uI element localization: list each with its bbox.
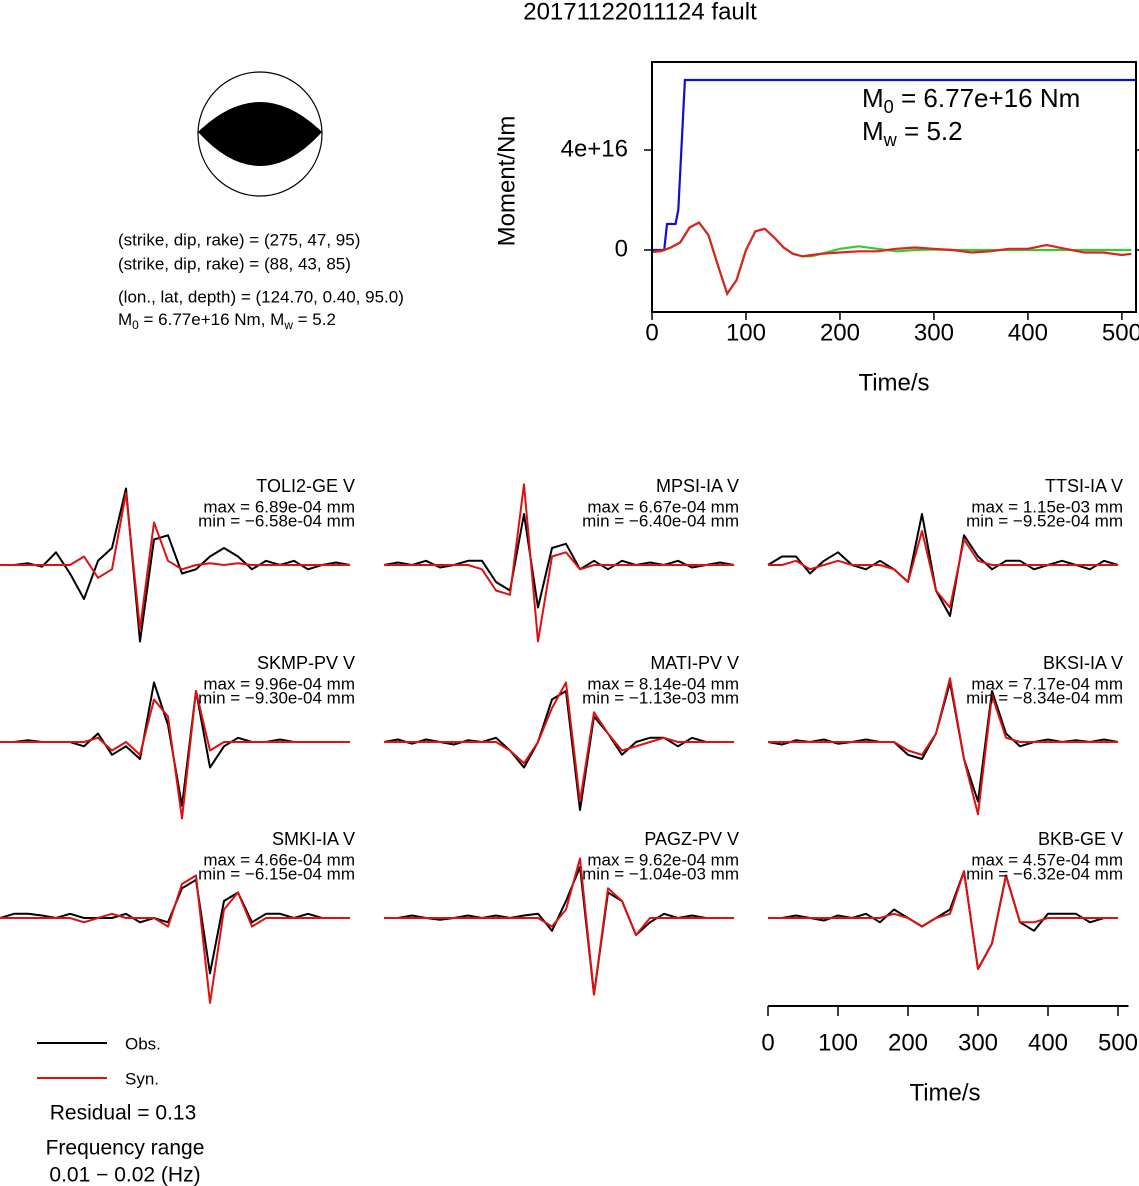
legend-label: Obs. bbox=[125, 1034, 161, 1053]
subscript: 0 bbox=[132, 318, 139, 332]
x-tick-label: 0 bbox=[645, 319, 658, 346]
waveform-obs bbox=[384, 866, 734, 996]
station-label: PAGZ-PV V bbox=[644, 829, 739, 849]
text-part: = 6.77e+16 Nm, M bbox=[139, 310, 285, 329]
min-label: min = −1.04e-03 mm bbox=[582, 864, 739, 883]
station-label: SMKI-IA V bbox=[272, 829, 355, 849]
text-part: M bbox=[862, 83, 884, 113]
min-label: min = −6.32e-04 mm bbox=[966, 864, 1123, 883]
subscript: w bbox=[883, 130, 898, 150]
focal-line: (lon., lat, depth) = (124.70, 0.40, 95.0… bbox=[118, 287, 404, 306]
max-label: max = 6.67e-04 mm bbox=[587, 497, 739, 516]
min-label: min = −6.58e-04 mm bbox=[198, 511, 355, 530]
waveform-obs bbox=[0, 878, 350, 975]
max-label: max = 4.57e-04 mm bbox=[971, 850, 1123, 869]
station-label: MPSI-IA V bbox=[656, 476, 739, 496]
text-part: = 5.2 bbox=[293, 310, 336, 329]
x-tick-label: 100 bbox=[818, 1029, 858, 1056]
min-label: min = −6.15e-04 mm bbox=[198, 864, 355, 883]
waveform-syn bbox=[768, 870, 1118, 970]
max-label: max = 9.96e-04 mm bbox=[203, 674, 355, 693]
y-tick-label: 4e+16 bbox=[561, 135, 628, 162]
min-label: min = −8.34e-04 mm bbox=[966, 688, 1123, 707]
frequency-range: 0.01 − 0.02 (Hz) bbox=[49, 1164, 200, 1186]
moment-curve bbox=[651, 221, 1132, 297]
waveform-obs bbox=[767, 513, 1119, 617]
figure-title: 20171122011124 fault bbox=[523, 0, 757, 25]
waveform-syn bbox=[768, 530, 1118, 609]
text-part: M bbox=[118, 310, 132, 329]
min-label: min = −6.40e-04 mm bbox=[582, 511, 739, 530]
focal-line: (strike, dip, rake) = (275, 47, 95) bbox=[118, 230, 360, 249]
legend-label: Syn. bbox=[125, 1069, 159, 1088]
y-tick-label: 0 bbox=[615, 235, 628, 262]
x-tick-label: 300 bbox=[958, 1029, 998, 1056]
station-label: TTSI-IA V bbox=[1045, 476, 1123, 496]
waveform-obs bbox=[383, 690, 734, 811]
waveform-syn bbox=[0, 491, 350, 630]
min-label: min = −9.30e-04 mm bbox=[198, 688, 355, 707]
compressional-quadrant bbox=[198, 102, 322, 166]
x-tick-label: 400 bbox=[1008, 319, 1048, 346]
station-label: MATI-PV V bbox=[650, 653, 739, 673]
moment-annotation: Mw = 5.2 bbox=[862, 116, 963, 150]
waveform-syn bbox=[0, 690, 350, 820]
x-tick-label: 200 bbox=[820, 319, 860, 346]
station-label: BKB-GE V bbox=[1038, 829, 1123, 849]
x-axis-label: Time/s bbox=[909, 1079, 980, 1106]
text-part: M bbox=[862, 116, 884, 146]
x-tick-label: 300 bbox=[914, 319, 954, 346]
waveform-syn bbox=[384, 483, 734, 643]
x-tick-label: 200 bbox=[888, 1029, 928, 1056]
subscript: w bbox=[283, 318, 293, 332]
x-tick-label: 500 bbox=[1098, 1029, 1138, 1056]
station-label: SKMP-PV V bbox=[257, 653, 355, 673]
station-label: TOLI2-GE V bbox=[256, 476, 355, 496]
plot-frame bbox=[651, 61, 1137, 313]
focal-line: (strike, dip, rake) = (88, 43, 85) bbox=[118, 254, 351, 273]
waveform-syn bbox=[384, 681, 734, 803]
max-label: max = 6.89e-04 mm bbox=[203, 497, 355, 516]
x-tick-label: 500 bbox=[1102, 319, 1139, 346]
text-part: = 6.77e+16 Nm bbox=[894, 83, 1080, 113]
subscript: 0 bbox=[884, 97, 894, 117]
beachball bbox=[197, 71, 323, 197]
moment-summary: M0 = 6.77e+16 Nm, Mw = 5.2 bbox=[118, 310, 336, 332]
moment-annotation: M0 = 6.77e+16 Nm bbox=[862, 83, 1080, 117]
waveform-syn bbox=[384, 857, 734, 996]
waveform-obs bbox=[383, 513, 735, 609]
x-tick-label: 100 bbox=[726, 319, 766, 346]
max-label: max = 1.15e-03 mm bbox=[971, 497, 1123, 516]
waveform-syn bbox=[0, 874, 350, 1004]
x-tick-label: 400 bbox=[1028, 1029, 1068, 1056]
residual: Residual = 0.13 bbox=[50, 1102, 197, 1125]
min-label: min = −9.52e-04 mm bbox=[966, 511, 1123, 530]
max-label: max = 9.62e-04 mm bbox=[587, 850, 739, 869]
frequency-label: Frequency range bbox=[46, 1137, 205, 1160]
y-axis-label: Moment/Nm bbox=[493, 116, 520, 247]
max-label: max = 4.66e-04 mm bbox=[203, 850, 355, 869]
waveform-obs bbox=[0, 487, 351, 643]
waveform-obs bbox=[768, 870, 1118, 970]
x-axis-label: Time/s bbox=[858, 369, 929, 396]
min-label: min = −1.13e-03 mm bbox=[582, 688, 739, 707]
waveform-syn bbox=[768, 677, 1118, 816]
text-part: = 5.2 bbox=[897, 116, 963, 146]
x-tick-label: 0 bbox=[761, 1029, 774, 1056]
max-label: max = 7.17e-04 mm bbox=[971, 674, 1123, 693]
station-label: BKSI-IA V bbox=[1043, 653, 1123, 673]
max-label: max = 8.14e-04 mm bbox=[587, 674, 739, 693]
